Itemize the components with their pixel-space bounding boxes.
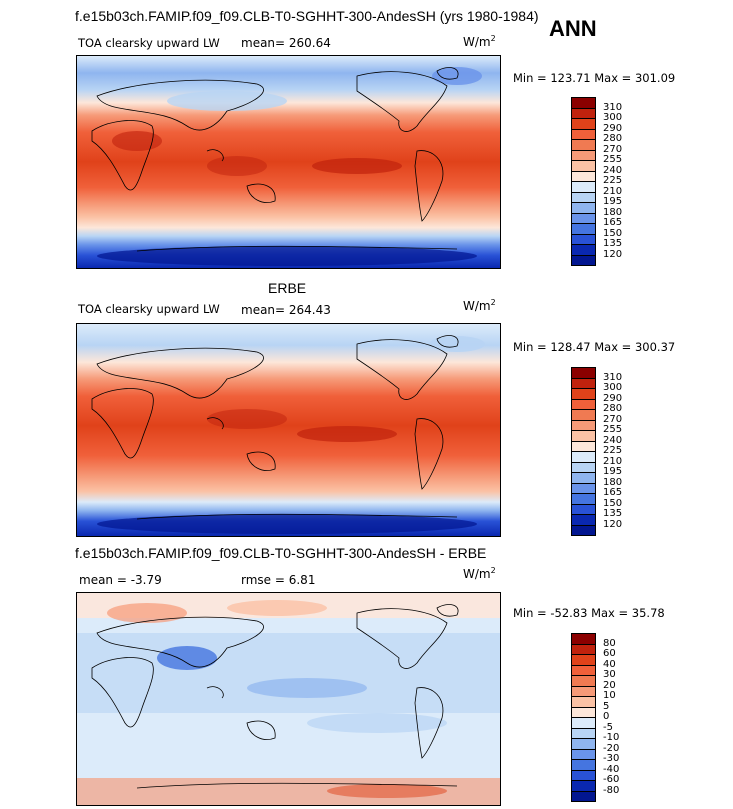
panel1-mean: mean= 260.64 <box>241 36 331 50</box>
panel2-minmax: Min = 128.47 Max = 300.37 <box>513 340 676 354</box>
colorbar-swatch <box>571 254 596 266</box>
colorbar-tick-label: 180 <box>603 206 623 218</box>
colorbar-tick-label: 255 <box>603 424 623 435</box>
colorbar-tick-label: 225 <box>603 175 623 186</box>
panel3-units: W/m2 <box>463 566 496 581</box>
colorbar-tick-label: 195 <box>603 466 623 477</box>
colorbar-tick-label: 80 <box>603 637 616 649</box>
colorbar-tick-label: 300 <box>603 112 623 123</box>
colorbar-tick-label: 310 <box>603 101 623 113</box>
colorbar-tick-label: 165 <box>603 217 623 228</box>
panel3-mean: mean = -3.79 <box>79 573 162 587</box>
panel3-map <box>76 592 501 806</box>
colorbar-tick-label: -10 <box>603 732 620 743</box>
panel2-mean: mean= 264.43 <box>241 303 331 317</box>
panel3-title: f.e15b03ch.FAMIP.f09_f09.CLB-T0-SGHHT-30… <box>75 545 487 561</box>
colorbar-tick-label: 225 <box>603 445 623 456</box>
colorbar-tick-label: 290 <box>603 392 623 404</box>
colorbar-tick-label: 300 <box>603 382 623 393</box>
panel3-minmax: Min = -52.83 Max = 35.78 <box>513 606 665 620</box>
colorbar-tick-label: -80 <box>603 784 620 796</box>
colorbar-tick-label: 150 <box>603 227 623 239</box>
colorbar-tick-label: -60 <box>603 774 620 785</box>
colorbar-tick-label: 270 <box>603 413 623 425</box>
colorbar-tick-label: 255 <box>603 154 623 165</box>
panel2-units: W/m2 <box>463 298 496 313</box>
colorbar-tick-label: 240 <box>603 434 623 446</box>
colorbar-tick-label: -30 <box>603 753 620 764</box>
panel1-variable: TOA clearsky upward LW <box>78 36 220 50</box>
panel1-title: f.e15b03ch.FAMIP.f09_f09.CLB-T0-SGHHT-30… <box>75 8 539 24</box>
colorbar-tick-label: 210 <box>603 185 623 197</box>
colorbar-tick-label: -5 <box>603 721 613 733</box>
colorbar-tick-label: 40 <box>603 658 616 670</box>
colorbar-tick-label: 120 <box>603 248 623 260</box>
colorbar-tick-label: 120 <box>603 518 623 530</box>
colorbar-tick-label: 20 <box>603 679 616 691</box>
colorbar-tick-label: 180 <box>603 476 623 488</box>
colorbar-tick-label: 165 <box>603 487 623 498</box>
colorbar-tick-label: 10 <box>603 690 616 701</box>
colorbar-tick-label: 135 <box>603 508 623 519</box>
colorbar-tick-label: 290 <box>603 122 623 134</box>
colorbar-tick-label: 310 <box>603 371 623 383</box>
colorbar-tick-label: 0 <box>603 711 610 722</box>
colorbar-tick-label: 5 <box>603 700 610 712</box>
panel2-map <box>76 323 501 537</box>
colorbar-tick-label: -40 <box>603 763 620 775</box>
colorbar-tick-label: 270 <box>603 143 623 155</box>
colorbar-tick-label: 195 <box>603 196 623 207</box>
colorbar-tick-label: 280 <box>603 133 623 144</box>
panel3-rmse: rmse = 6.81 <box>241 573 316 587</box>
panel1-minmax: Min = 123.71 Max = 301.09 <box>513 71 676 85</box>
colorbar-tick-label: 150 <box>603 497 623 509</box>
colorbar-tick-label: 280 <box>603 403 623 414</box>
colorbar-tick-label: 240 <box>603 164 623 176</box>
colorbar-swatch <box>571 524 596 536</box>
colorbar-tick-label: -20 <box>603 742 620 754</box>
colorbar-tick-label: 210 <box>603 455 623 467</box>
panel2-title: ERBE <box>268 280 307 296</box>
season-label: ANN <box>549 16 597 41</box>
panel1-map <box>76 55 501 269</box>
colorbar-swatch <box>571 790 596 802</box>
panel2-variable: TOA clearsky upward LW <box>78 302 220 316</box>
panel1-units: W/m2 <box>463 34 496 49</box>
colorbar-tick-label: 135 <box>603 238 623 249</box>
colorbar-tick-label: 60 <box>603 648 616 659</box>
colorbar-tick-label: 30 <box>603 669 616 680</box>
